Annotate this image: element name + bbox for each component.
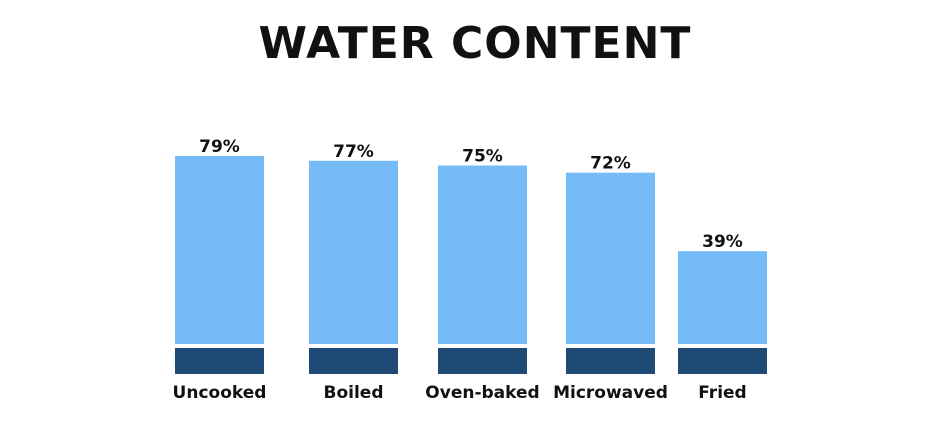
bar-microwaved — [566, 172, 655, 344]
bar-base-fried — [678, 348, 767, 374]
bar-uncooked — [175, 156, 264, 344]
category-label: Microwaved — [553, 383, 668, 403]
chart-title: WATER CONTENT — [258, 18, 692, 69]
bar-base-uncooked — [175, 348, 264, 374]
bar-base-microwaved — [566, 348, 655, 374]
category-label: Uncooked — [173, 383, 267, 403]
category-label: Oven-baked — [425, 383, 539, 403]
data-label: 72% — [590, 154, 631, 174]
data-label: 79% — [199, 137, 240, 157]
bar-base-boiled — [309, 348, 398, 374]
data-label: 39% — [702, 232, 743, 252]
category-label: Fried — [698, 383, 746, 403]
bar-oven-baked — [438, 165, 527, 344]
data-label: 77% — [333, 142, 374, 162]
category-label: Boiled — [324, 383, 384, 403]
bar-base-oven-baked — [438, 348, 527, 374]
bar-fried — [678, 251, 767, 344]
bar-boiled — [309, 160, 398, 344]
data-label: 75% — [462, 147, 503, 167]
